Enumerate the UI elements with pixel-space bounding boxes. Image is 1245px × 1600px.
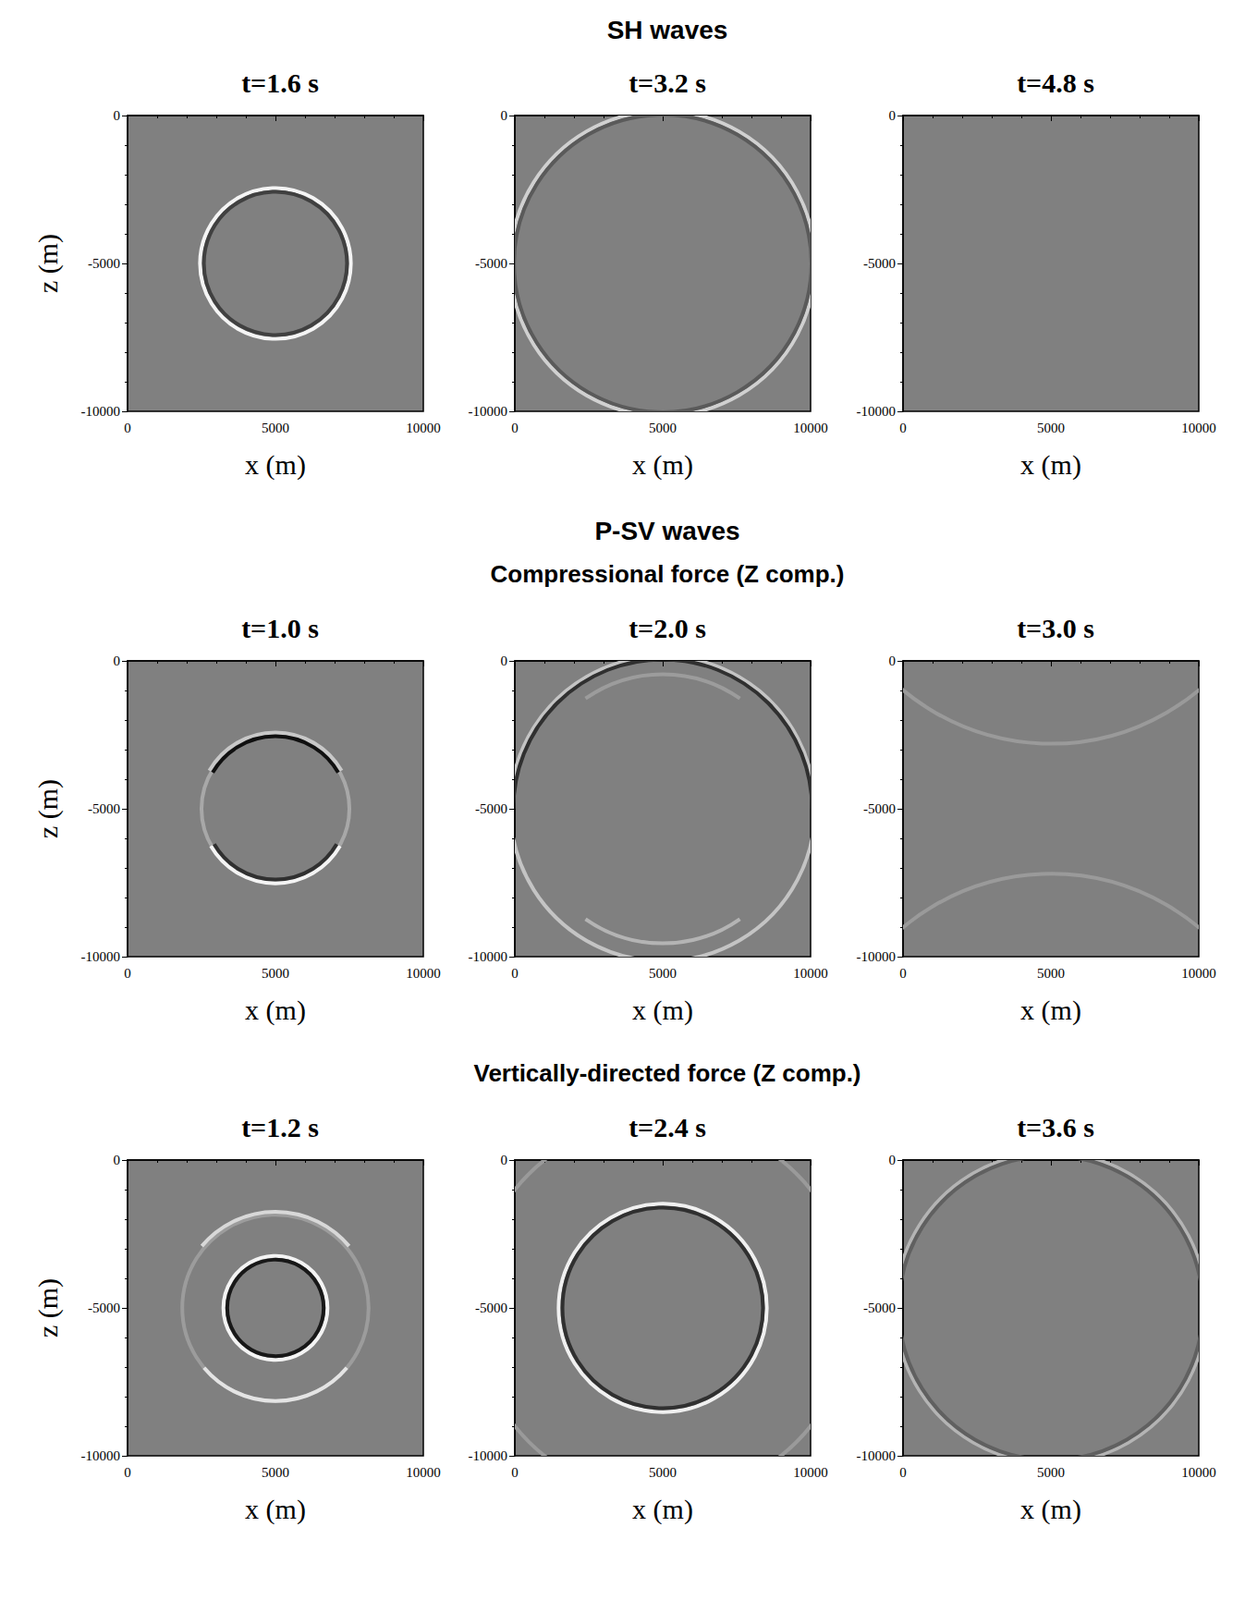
svg-text:x (m): x (m) <box>1020 994 1082 1026</box>
svg-text:0: 0 <box>113 653 122 669</box>
svg-text:10000: 10000 <box>793 965 829 981</box>
svg-text:5000: 5000 <box>1037 420 1065 436</box>
svg-text:-5000: -5000 <box>475 1300 508 1316</box>
svg-text:-10000: -10000 <box>468 949 509 965</box>
svg-text:-10000: -10000 <box>856 949 897 965</box>
svg-text:t=3.6 s: t=3.6 s <box>1016 1111 1095 1143</box>
svg-text:x (m): x (m) <box>632 994 694 1026</box>
svg-text:-10000: -10000 <box>856 1448 897 1464</box>
svg-text:x (m): x (m) <box>1020 1493 1082 1526</box>
svg-text:-10000: -10000 <box>81 403 122 419</box>
svg-text:0: 0 <box>113 1152 122 1168</box>
svg-text:5000: 5000 <box>648 965 677 981</box>
svg-text:0: 0 <box>899 1464 907 1480</box>
svg-text:10000: 10000 <box>1181 420 1217 436</box>
svg-text:t=3.0 s: t=3.0 s <box>1016 612 1095 644</box>
svg-text:5000: 5000 <box>261 1464 290 1480</box>
svg-text:t=2.4 s: t=2.4 s <box>628 1111 707 1143</box>
svg-text:x (m): x (m) <box>632 449 694 481</box>
svg-text:Vertically-directed force (Z c: Vertically-directed force (Z comp.) <box>473 1059 861 1087</box>
svg-text:-5000: -5000 <box>87 256 121 271</box>
svg-text:t=2.0 s: t=2.0 s <box>628 612 707 644</box>
svg-text:0: 0 <box>123 1464 132 1480</box>
svg-text:t=1.6 s: t=1.6 s <box>241 67 319 98</box>
svg-text:x (m): x (m) <box>244 994 306 1026</box>
svg-text:-5000: -5000 <box>475 256 508 271</box>
svg-text:5000: 5000 <box>261 420 290 436</box>
svg-text:10000: 10000 <box>793 1464 829 1480</box>
svg-text:-10000: -10000 <box>856 403 897 419</box>
svg-text:0: 0 <box>500 108 509 123</box>
svg-text:-10000: -10000 <box>468 1448 509 1464</box>
svg-text:-5000: -5000 <box>863 801 896 817</box>
svg-text:-5000: -5000 <box>863 256 896 271</box>
svg-text:10000: 10000 <box>1181 965 1217 981</box>
svg-text:0: 0 <box>511 420 519 436</box>
svg-text:5000: 5000 <box>648 420 677 436</box>
svg-text:0: 0 <box>511 1464 519 1480</box>
svg-text:0: 0 <box>123 420 132 436</box>
svg-text:5000: 5000 <box>1037 965 1065 981</box>
svg-text:0: 0 <box>899 420 907 436</box>
svg-text:10000: 10000 <box>405 420 441 436</box>
svg-text:0: 0 <box>889 108 897 123</box>
svg-text:-10000: -10000 <box>81 1448 122 1464</box>
svg-text:-5000: -5000 <box>87 801 121 817</box>
svg-text:0: 0 <box>511 965 519 981</box>
svg-text:z (m): z (m) <box>32 233 64 293</box>
svg-text:10000: 10000 <box>405 1464 441 1480</box>
svg-text:x (m): x (m) <box>1020 449 1082 481</box>
svg-text:-5000: -5000 <box>863 1300 896 1316</box>
svg-text:P-SV waves: P-SV waves <box>594 516 740 546</box>
svg-text:0: 0 <box>500 1152 509 1168</box>
svg-text:t=1.2 s: t=1.2 s <box>241 1111 319 1143</box>
svg-text:10000: 10000 <box>1181 1464 1217 1480</box>
svg-text:z (m): z (m) <box>32 779 64 839</box>
svg-text:5000: 5000 <box>1037 1464 1065 1480</box>
svg-text:x (m): x (m) <box>632 1493 694 1526</box>
svg-text:t=3.2 s: t=3.2 s <box>628 67 707 98</box>
svg-text:5000: 5000 <box>261 965 290 981</box>
svg-text:10000: 10000 <box>405 965 441 981</box>
svg-text:0: 0 <box>899 965 907 981</box>
svg-text:z (m): z (m) <box>32 1278 64 1338</box>
svg-text:x (m): x (m) <box>244 1493 306 1526</box>
svg-text:t=1.0 s: t=1.0 s <box>241 612 319 644</box>
svg-text:-10000: -10000 <box>468 403 509 419</box>
svg-text:10000: 10000 <box>793 420 829 436</box>
svg-text:0: 0 <box>113 108 122 123</box>
svg-text:Compressional force (Z comp.): Compressional force (Z comp.) <box>490 560 845 588</box>
svg-text:t=4.8 s: t=4.8 s <box>1016 67 1095 98</box>
svg-text:-10000: -10000 <box>81 949 122 965</box>
svg-text:0: 0 <box>500 653 509 669</box>
svg-text:-5000: -5000 <box>87 1300 121 1316</box>
svg-text:0: 0 <box>889 1152 897 1168</box>
svg-text:5000: 5000 <box>648 1464 677 1480</box>
svg-text:-5000: -5000 <box>475 801 508 817</box>
svg-text:SH waves: SH waves <box>607 15 729 45</box>
svg-text:0: 0 <box>123 965 132 981</box>
svg-text:0: 0 <box>889 653 897 669</box>
svg-text:x (m): x (m) <box>244 449 306 481</box>
